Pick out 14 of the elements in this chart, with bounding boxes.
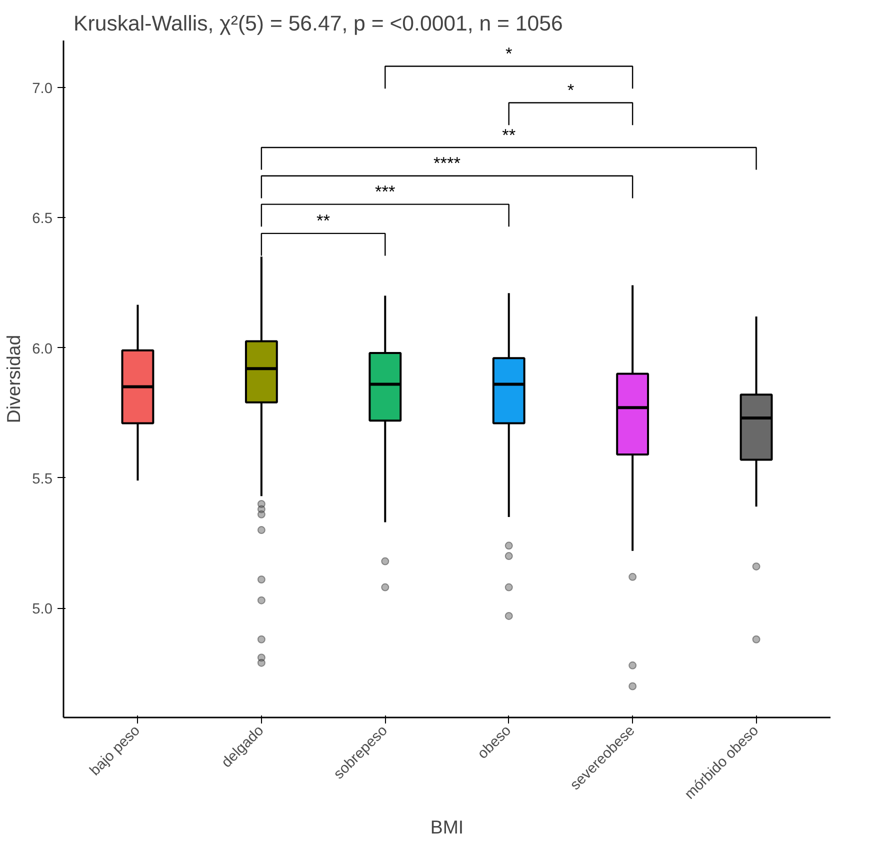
x-axis-title: BMI: [430, 816, 464, 838]
annotation: ****: [434, 153, 461, 174]
y-tick-label: 6.0: [32, 341, 52, 358]
annotation: *: [567, 80, 574, 100]
chart-title: Kruskal-Wallis, χ²(5) = 56.47, p = <0.0001, n = 1056: [74, 12, 563, 36]
y-tick-label: 7.0: [32, 80, 52, 97]
y-axis-title: Diversidad: [3, 334, 24, 424]
annotation: **: [316, 210, 330, 231]
y-tick-label: 5.0: [32, 602, 52, 618]
y-tick-label: 5.5: [32, 471, 52, 488]
annotation: ***: [375, 182, 396, 202]
annotation: **: [502, 124, 516, 145]
y-tick-label: 6.5: [32, 211, 52, 228]
annotation: *: [505, 44, 512, 64]
